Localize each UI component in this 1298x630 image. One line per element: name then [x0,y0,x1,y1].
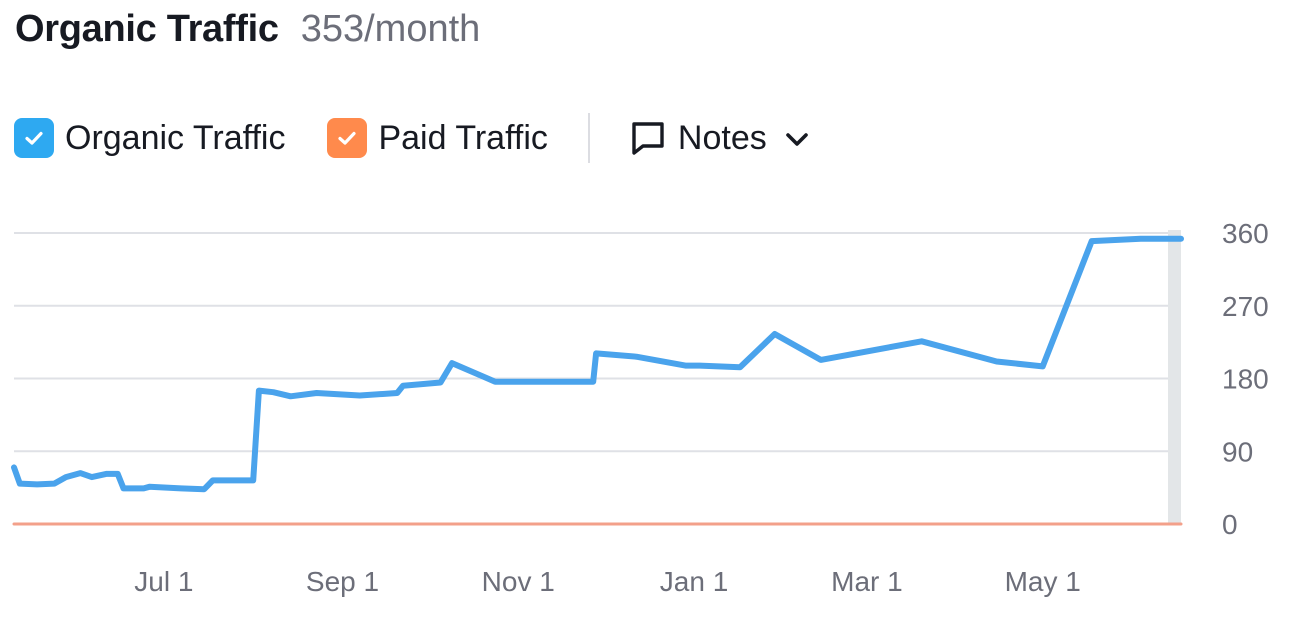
y-tick-label: 90 [1222,436,1253,467]
y-axis: 360 270 180 90 0 [1222,218,1269,540]
organic-traffic-line [11,235,1184,493]
x-tick-label: Mar 1 [831,566,903,597]
notes-dropdown[interactable]: Notes [630,119,809,158]
x-tick-label: Nov 1 [482,566,555,597]
legend-divider [587,113,590,163]
x-tick-label: Sep 1 [306,566,379,597]
legend-label-organic-traffic: Organic Traffic [65,118,286,157]
chart-legend: Organic Traffic Paid Traffic Notes [14,112,809,164]
x-tick-label: May 1 [1005,566,1081,597]
x-tick-label: Jan 1 [660,566,729,597]
widget-header: Organic Traffic 353/month [15,8,480,58]
chevron-down-icon [785,133,808,146]
y-tick-label: 270 [1222,291,1269,322]
y-tick-label: 360 [1222,218,1269,249]
traffic-value: 353/month [300,8,481,50]
chart-grid [14,232,1181,525]
legend-label-paid-traffic: Paid Traffic [378,118,548,157]
paid-traffic-checkbox[interactable] [327,118,368,158]
widget-title: Organic Traffic [15,8,279,50]
check-icon [25,131,43,145]
notes-label: Notes [677,118,767,157]
x-axis: Jul 1 Sep 1 Nov 1 Jan 1 Mar 1 May 1 [134,566,1081,597]
check-icon [338,131,357,145]
organic-traffic-checkbox[interactable] [14,118,54,158]
x-tick-label: Jul 1 [134,566,193,597]
y-tick-label: 180 [1222,364,1269,395]
legend-toggle-paid-traffic[interactable]: Paid Traffic [327,118,548,158]
current-period-highlight [1168,230,1181,525]
chart-series [11,235,1184,526]
comment-icon [632,122,664,155]
legend-toggle-organic-traffic[interactable]: Organic Traffic [14,118,285,158]
y-tick-label: 0 [1222,509,1238,540]
